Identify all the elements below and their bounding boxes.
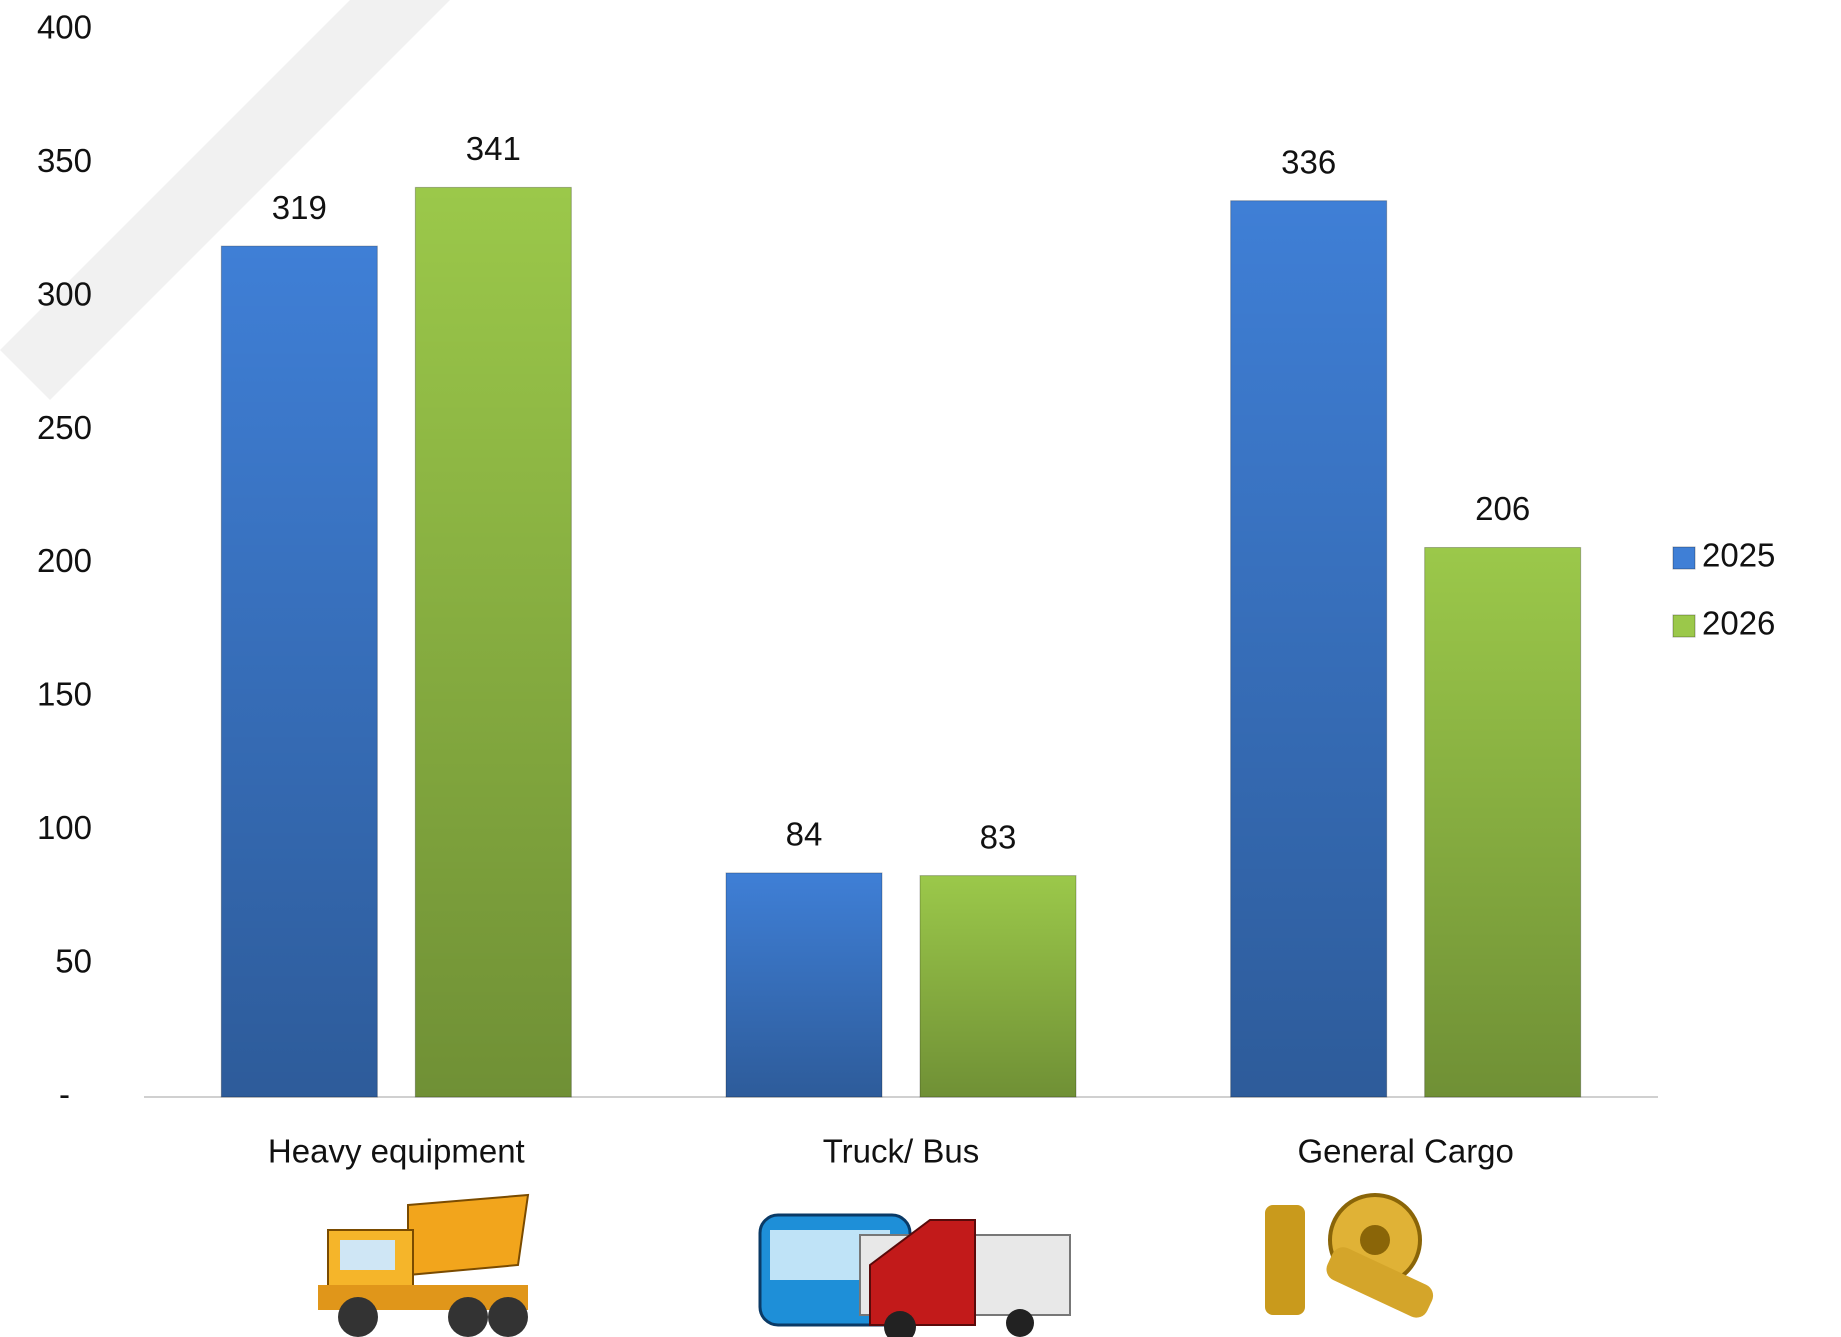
legend-swatch bbox=[1672, 614, 1696, 638]
value-label: 84 bbox=[786, 816, 823, 853]
watermark bbox=[0, 0, 450, 400]
bar-shade bbox=[1230, 200, 1387, 1098]
y-tick-label: 100 bbox=[37, 809, 92, 846]
bar-shade bbox=[1424, 547, 1581, 1097]
x-tick-label: Truck/ Bus bbox=[823, 1133, 979, 1170]
y-tick-label: 200 bbox=[37, 542, 92, 579]
x-tick-label: General Cargo bbox=[1297, 1133, 1513, 1170]
value-label: 341 bbox=[466, 130, 521, 167]
value-label: 319 bbox=[272, 189, 327, 226]
bar-shade bbox=[221, 246, 378, 1097]
value-label: 83 bbox=[980, 818, 1017, 855]
legend-label: 2026 bbox=[1702, 605, 1775, 642]
y-tick-label: 300 bbox=[37, 275, 92, 312]
y-tick-label: 400 bbox=[37, 9, 92, 46]
y-tick-label: 150 bbox=[37, 676, 92, 713]
bar-shade bbox=[415, 187, 572, 1097]
y-tick-label: 350 bbox=[37, 142, 92, 179]
y-tick-label: - bbox=[59, 1076, 70, 1113]
bar-shade bbox=[920, 875, 1076, 1097]
legend-swatch bbox=[1672, 546, 1696, 570]
legend-label: 2025 bbox=[1702, 537, 1775, 574]
cargo-parts-icon bbox=[1265, 1193, 1434, 1318]
value-label: 336 bbox=[1281, 143, 1336, 180]
dump-truck-icon bbox=[318, 1193, 530, 1337]
y-tick-label: 250 bbox=[37, 409, 92, 446]
bar-shade bbox=[726, 872, 882, 1097]
y-tick-label: 50 bbox=[55, 942, 92, 979]
x-tick-label: Heavy equipment bbox=[268, 1133, 525, 1170]
value-label: 206 bbox=[1475, 490, 1530, 527]
bus-truck-icon bbox=[758, 1213, 1071, 1337]
